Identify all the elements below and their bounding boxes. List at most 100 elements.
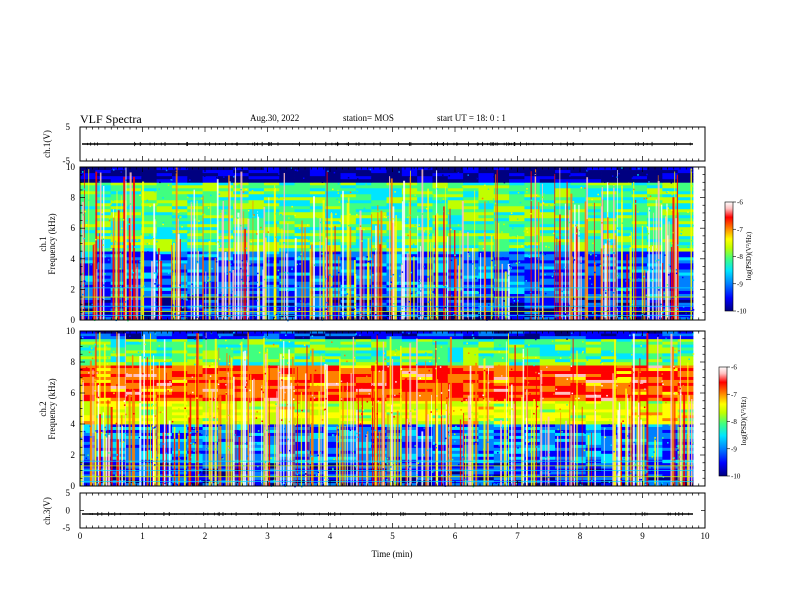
spectrogram-cell [371,376,387,381]
spectrogram-cell [386,297,403,301]
spectrogram-cell [539,371,556,375]
spectrogram-cell [156,227,173,231]
spectrogram-cell [141,251,158,255]
spectrogram-burst [294,237,297,320]
spectrogram-cell [386,308,403,312]
spectrogram-cell [616,483,633,487]
spectrogram-cell [171,371,188,375]
spectrogram-burst [496,169,498,320]
spectrogram-cell [294,400,311,405]
spectrogram-burst [257,211,259,320]
spectrogram-cell [279,450,295,455]
spectrogram-speckle [675,272,678,275]
spectrogram-cell [294,374,311,378]
spectrogram-cell [248,302,265,307]
spectrogram-speckle [255,233,258,235]
spectrogram-cell [80,188,96,192]
spectrogram-cell [156,176,173,180]
spectrogram-cell [585,483,602,487]
spectrogram-speckle [327,170,329,173]
spectrogram-speckle [590,283,593,285]
spectrogram-cell [432,209,449,213]
spectrogram-cell [141,254,158,258]
spectrogram-cell [355,191,372,195]
spectrogram-cell [417,317,433,321]
spectrogram-cell [325,266,341,270]
spectrogram-cell [355,374,372,378]
spectrogram-speckle [561,290,563,293]
spectrogram-cell [248,197,265,201]
spectrogram-cell [325,278,341,283]
spectrogram-burst [406,253,409,320]
spectrogram-cell [524,278,541,283]
spectrogram-burst [240,171,243,320]
spectrogram-speckle [154,301,157,304]
spectrogram-cell [309,179,326,183]
spectrogram-speckle [256,281,258,284]
spectrogram-cell [417,167,433,171]
spectrogram-cell [616,188,633,192]
spectrogram-speckle [543,316,546,318]
spectrogram-cell [463,242,479,246]
spectrogram-cell [432,278,449,283]
spectrogram-cell [309,477,326,481]
spectrogram-cell [217,239,234,243]
spectrogram-cell [80,254,96,258]
spectrogram-cell [524,299,541,304]
spectrogram-cell [585,447,602,452]
spectrogram-cell [141,257,158,261]
spectrogram-cell [509,305,525,309]
spectrogram-cell [294,453,311,458]
spectrogram-speckle [498,304,501,306]
spectrogram-cell [279,424,295,428]
spectrogram-cell [141,441,158,446]
spectrogram-cell [616,305,633,309]
spectrogram-cell [585,170,602,174]
spectrogram-speckle [401,307,404,310]
spectrogram-speckle [543,204,545,207]
spectrogram-cell [248,456,265,461]
spectrogram-cell [570,421,587,425]
spectrogram-speckle [374,168,376,171]
spectrogram-speckle [444,306,447,309]
spectrogram-speckle [252,215,254,217]
spectrogram-cell [493,376,510,381]
spectrogram-cell [417,308,433,312]
spectrogram-cell [248,248,265,252]
spectrogram-cell [325,429,341,434]
spectrogram-cell [539,200,556,204]
spectrogram-cell [248,462,265,467]
spectrogram-burst [432,233,434,320]
spectrogram-cell [677,224,694,228]
spectrogram-cell [325,230,341,234]
spectrogram-speckle [454,254,456,257]
spectrogram-speckle [638,278,640,280]
spectrogram-cell [662,266,679,270]
spectrogram-burst [136,259,138,320]
spectrogram-speckle [467,174,469,176]
spectrogram-cell [555,426,571,431]
spectrogram-cell [539,245,556,249]
spectrogram-cell [248,218,265,222]
spectrogram-speckle [646,173,648,176]
spectrogram-cell [432,248,449,252]
spectrogram-speckle [631,175,633,178]
spectrogram-speckle [646,220,648,222]
spectrogram-cell [585,400,602,405]
spectrogram-cell [447,242,464,246]
spectrogram-speckle [543,193,545,195]
spectrogram-cell [80,245,96,249]
spectrogram-cell [432,206,449,210]
spectrogram-cell [555,251,571,255]
spectrogram-speckle [448,175,451,177]
spectrogram-speckle [108,217,111,220]
spectrogram-speckle [528,312,530,315]
spectrogram-speckle [691,170,694,172]
spectrogram-speckle [197,261,199,264]
spectrogram-cell [294,371,311,375]
spectrogram-cell [263,254,280,258]
spectrogram-cell [325,444,341,449]
spectrogram-speckle [287,319,289,322]
spectrogram-speckle [472,222,474,225]
spectrogram-cell [677,400,694,405]
